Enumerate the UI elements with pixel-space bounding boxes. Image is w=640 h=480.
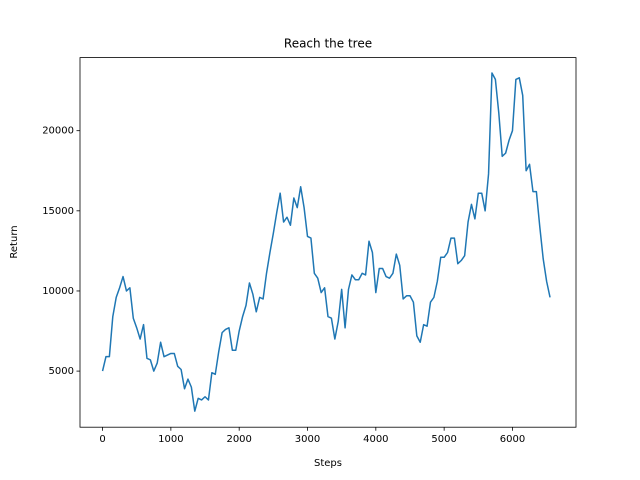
axes-frame bbox=[79, 57, 577, 428]
x-tick-label: 6000 bbox=[500, 434, 525, 445]
y-tick-label: 5000 bbox=[49, 366, 74, 377]
y-tick-label: 20000 bbox=[42, 126, 74, 137]
x-axis-label: Steps bbox=[314, 458, 342, 469]
line-series bbox=[101, 72, 551, 412]
x-tick-label: 3000 bbox=[295, 434, 320, 445]
y-tick-label: 15000 bbox=[42, 206, 74, 217]
x-tick-label: 5000 bbox=[431, 434, 456, 445]
y-axis-label: Return bbox=[9, 225, 20, 258]
x-tick-label: 2000 bbox=[226, 434, 251, 445]
x-tick-label: 0 bbox=[99, 434, 105, 445]
chart-title: Reach the tree bbox=[284, 37, 372, 51]
x-tick-label: 4000 bbox=[363, 434, 388, 445]
x-tick-label: 1000 bbox=[158, 434, 183, 445]
y-tick-label: 10000 bbox=[42, 286, 74, 297]
